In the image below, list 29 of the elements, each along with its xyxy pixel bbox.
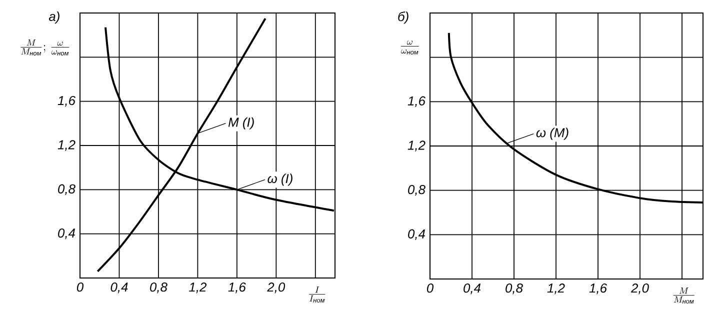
x-tick-label: 2,0 (267, 282, 286, 294)
x-tick-label: 0 (426, 284, 434, 293)
annotation: M (I) (228, 117, 254, 130)
x-tick-label: 2,0 (630, 284, 649, 294)
chart-title: а) (48, 12, 60, 24)
annotation: ω (M) (536, 128, 568, 140)
x-tick-label: 0,8 (506, 284, 523, 294)
x-tick-label: 1,2 (547, 284, 565, 294)
y-axis-title: $\frac{M}{M_{\textit{ном}}};\,\frac{\omega}{\omega_{\textit{ном}}}$ (20, 39, 70, 56)
y-tick-label: 0,4 (408, 229, 426, 240)
x-tick-label: 1,2 (189, 282, 207, 294)
y-tick-label: 1,2 (58, 140, 76, 151)
x-tick-label: 1,6 (589, 284, 608, 294)
y-tick-label: 1,2 (408, 140, 426, 152)
y-tick-label: 1,6 (408, 96, 426, 108)
x-axis-title: $\frac{I}{I_{\textit{ном}}}$ (309, 286, 326, 303)
y-tick-label: 0,4 (58, 228, 76, 240)
y-tick-label: 0,8 (58, 184, 76, 196)
y-axis-title: $\frac{\omega}{\omega_{\textit{ном}}}$ (401, 40, 419, 54)
chart-title: б) (398, 12, 408, 24)
x-tick-label: 0 (76, 282, 84, 292)
y-tick-label: 0,8 (408, 184, 426, 196)
x-tick-label: 1,6 (228, 282, 246, 294)
x-tick-label: 0,4 (464, 284, 481, 294)
annotation: ω (I) (268, 174, 292, 186)
y-tick-label: 1,6 (58, 96, 76, 107)
x-axis-title: $\frac{M}{M_{\textit{ном}}}$ (673, 288, 694, 304)
x-tick-label: 0,4 (110, 282, 128, 294)
x-tick-label: 0,8 (150, 282, 168, 294)
